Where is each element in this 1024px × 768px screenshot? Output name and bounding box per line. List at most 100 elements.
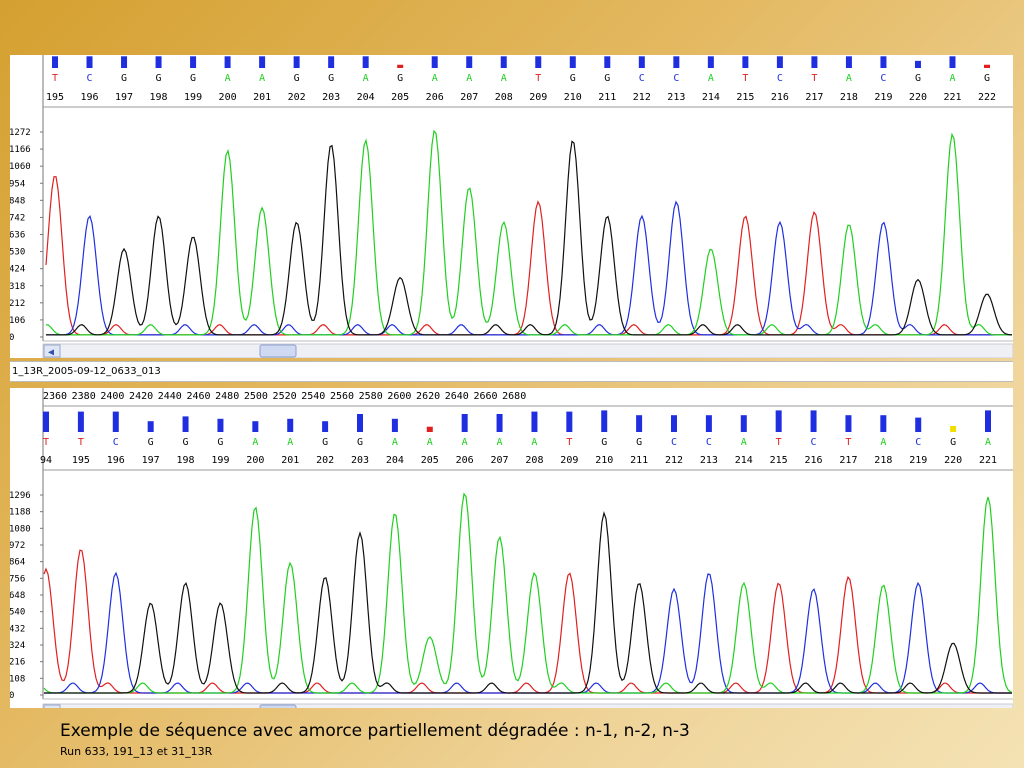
y-tick-label: 864 (10, 558, 25, 568)
base-position-number: 208 (525, 455, 543, 466)
scroll-left-arrow-icon: ◀ (48, 707, 54, 708)
base-positions: 94 195 196 197 198 199 200 201 202 203 204 205 206 20… (40, 455, 997, 466)
y-tick-label: 432 (10, 624, 25, 634)
base-call-letter: C (915, 437, 921, 448)
quality-bar (740, 415, 747, 432)
quality-bar (638, 56, 645, 68)
base-position-number: 200 (219, 92, 237, 103)
y-tick-label: 742 (10, 213, 25, 223)
base-call-letter: G (217, 437, 223, 448)
quality-bar (880, 415, 887, 432)
base-position-number: 219 (874, 92, 892, 103)
scrollbar-thumb[interactable] (259, 344, 297, 358)
quality-bar (391, 418, 398, 432)
base-position-number: 210 (595, 455, 613, 466)
base-call-letter: A (432, 73, 438, 84)
base-position-number: 216 (805, 455, 823, 466)
quality-bar (155, 56, 162, 68)
scan-tick-label: 2600 (387, 391, 411, 402)
quality-bar (52, 56, 58, 68)
base-call-letter: G (397, 73, 403, 84)
y-tick-label: 530 (10, 248, 25, 258)
base-position-number: 213 (667, 92, 685, 103)
base-call-letter: G (322, 437, 328, 448)
trace-file-name-bar: 1_13R_2005-09-12_0633_013 (10, 361, 1013, 382)
base-position-number: 199 (184, 92, 202, 103)
quality-bar (845, 415, 852, 432)
quality-bar (217, 418, 224, 432)
y-tick-label: 848 (10, 196, 25, 206)
base-call-letter: A (741, 437, 747, 448)
base-call-letter: A (846, 73, 852, 84)
trace-T (45, 176, 1012, 336)
y-tick-label: 954 (10, 179, 25, 189)
y-tick-label: 106 (10, 316, 25, 326)
base-position-number: 220 (909, 92, 927, 103)
base-call-letter: A (225, 73, 231, 84)
base-call-letter: G (121, 73, 127, 84)
base-call-letter: G (570, 73, 576, 84)
trace-C (46, 200, 1012, 336)
base-call-letter: A (531, 437, 537, 448)
base-call-letter: T (845, 437, 851, 448)
scan-tick-label: 2560 (330, 391, 354, 402)
quality-bar (43, 411, 49, 432)
quality-bar (461, 414, 468, 432)
base-call-letter: G (984, 73, 990, 84)
horizontal-scrollbar[interactable]: ◀ (42, 703, 1013, 708)
quality-bar (845, 56, 852, 68)
base-position-number: 201 (253, 92, 271, 103)
trace-file-name: 1_13R_2005-09-12_0633_013 (12, 366, 161, 377)
base-call-letter: G (915, 73, 921, 84)
quality-bar (466, 56, 473, 68)
base-position-number: 204 (386, 455, 404, 466)
base-call-letter: C (639, 73, 645, 84)
base-call-letter: C (777, 73, 783, 84)
quality-bar (322, 421, 329, 432)
caption-subtitle: Run 633, 191_13 et 31_13R (60, 745, 213, 758)
scan-tick-label: 2540 (301, 391, 325, 402)
horizontal-scrollbar[interactable]: ◀ (42, 343, 1013, 358)
quality-bar (147, 421, 154, 432)
trace-T (43, 549, 1012, 694)
scroll-left-button[interactable] (43, 704, 61, 708)
caption-title: Exemple de séquence avec amorce partiell… (60, 721, 690, 741)
base-call-letter: G (183, 437, 189, 448)
base-position-number: 203 (351, 455, 369, 466)
scan-tick-label: 2680 (502, 391, 526, 402)
chromatogram-top-svg: T C G G G A A G G A G A A A T G G C C A T C T A C G A G 195 196 197 198… (10, 55, 1013, 358)
quality-bar (601, 410, 608, 432)
base-position-number: 203 (322, 92, 340, 103)
y-tick-label: 324 (10, 641, 25, 651)
base-call-letter: C (87, 73, 93, 84)
base-call-letter: T (43, 437, 49, 448)
base-call-letter: C (673, 73, 679, 84)
y-tick-label: 972 (10, 541, 25, 551)
y-tick-label: 1060 (10, 162, 31, 172)
chromatogram-panel-top: T C G G G A A G G A G A A A T G G C C A T C T A C G A G 195 196 197 198… (10, 55, 1013, 358)
scroll-left-button[interactable] (43, 344, 61, 358)
traces (45, 129, 1013, 336)
base-position-number: 197 (115, 92, 133, 103)
base-position-number: 202 (288, 92, 306, 103)
base-call-letter: A (501, 73, 507, 84)
y-tick-label: 0 (10, 333, 14, 343)
trace-G (46, 140, 1013, 336)
quality-bar (287, 418, 294, 432)
base-call-letter: G (156, 73, 162, 84)
base-position-number: 219 (909, 455, 927, 466)
quality-bar (224, 56, 231, 68)
base-call-letter: A (363, 73, 369, 84)
base-positions: 195 196 197 198 199 200 201 202 203 204 205 206 207 2… (46, 92, 996, 103)
scrollbar-thumb[interactable] (259, 704, 297, 708)
base-call-letter: T (78, 437, 84, 448)
base-call-letter: G (357, 437, 363, 448)
quality-bar (86, 56, 93, 68)
base-call-letter: A (497, 437, 503, 448)
quality-bar (604, 56, 611, 68)
quality-bar (636, 415, 643, 432)
